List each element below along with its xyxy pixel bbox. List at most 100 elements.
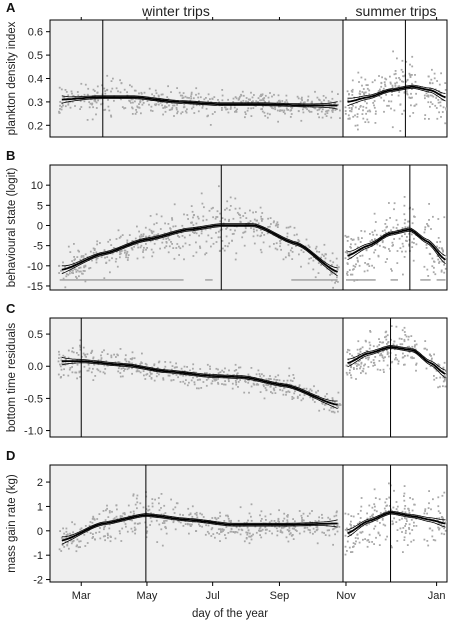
data-point	[216, 210, 219, 213]
data-point	[333, 515, 336, 518]
y-tick-label: 10	[31, 180, 43, 192]
data-point	[379, 244, 381, 247]
data-point	[104, 92, 107, 95]
data-point	[415, 92, 417, 95]
data-point	[364, 339, 367, 342]
data-point	[321, 108, 324, 111]
data-point	[359, 241, 362, 243]
data-point	[135, 370, 138, 373]
data-point	[131, 240, 134, 242]
data-point	[162, 513, 165, 516]
data-point	[184, 110, 187, 113]
data-point	[150, 377, 153, 379]
data-point	[126, 368, 129, 371]
data-point	[368, 258, 371, 260]
data-point	[443, 491, 446, 494]
data-point	[391, 245, 394, 247]
data-point	[350, 273, 352, 276]
data-point	[415, 362, 418, 365]
data-point	[373, 362, 375, 364]
data-point	[115, 87, 118, 90]
data-point	[257, 383, 260, 386]
data-point	[360, 497, 363, 499]
data-point	[206, 363, 209, 366]
data-point	[415, 363, 417, 366]
data-point	[119, 79, 121, 82]
data-point	[306, 515, 309, 517]
data-point	[235, 369, 238, 371]
data-point	[167, 237, 169, 239]
data-point	[214, 111, 216, 113]
data-point	[293, 234, 296, 237]
data-point	[164, 222, 166, 225]
data-point	[250, 538, 253, 541]
data-point	[429, 354, 431, 356]
data-point	[350, 524, 352, 526]
data-point	[380, 352, 382, 355]
data-point	[230, 528, 233, 530]
data-point	[155, 222, 158, 224]
data-point	[142, 256, 145, 259]
data-point	[84, 253, 87, 256]
data-point	[297, 97, 300, 100]
data-point	[302, 397, 304, 400]
data-point	[171, 218, 174, 221]
data-point	[189, 513, 192, 516]
data-point	[120, 82, 123, 85]
y-tick-label: -10	[27, 261, 43, 273]
data-point	[346, 274, 349, 276]
data-point	[333, 524, 335, 527]
data-point	[207, 93, 210, 96]
data-point	[359, 531, 362, 534]
data-point	[149, 524, 151, 526]
data-point	[381, 76, 383, 79]
data-point	[388, 248, 390, 250]
data-point	[215, 377, 217, 380]
data-point	[93, 99, 96, 102]
data-point	[382, 523, 385, 526]
data-point	[401, 71, 404, 73]
data-point	[232, 101, 235, 103]
data-point	[192, 371, 195, 374]
data-point	[148, 375, 151, 377]
data-point	[409, 74, 412, 77]
data-point	[373, 104, 375, 107]
data-point	[303, 530, 306, 533]
data-point	[214, 517, 217, 520]
data-point	[76, 352, 78, 354]
data-point	[219, 540, 221, 542]
data-point	[89, 102, 92, 105]
data-point	[424, 510, 426, 512]
data-point	[438, 370, 440, 372]
data-point	[123, 520, 126, 523]
data-point	[398, 77, 400, 79]
data-point	[278, 509, 280, 512]
data-point	[359, 350, 362, 353]
y-tick-label: 0.0	[28, 361, 43, 373]
data-point	[131, 530, 134, 533]
data-point	[306, 108, 308, 111]
data-point	[379, 354, 381, 357]
data-point	[193, 214, 195, 216]
data-point	[192, 231, 194, 233]
data-point	[250, 385, 253, 388]
data-point	[124, 358, 127, 360]
data-point	[101, 351, 104, 353]
data-point	[146, 373, 149, 375]
data-point	[71, 92, 73, 95]
data-point	[230, 106, 232, 109]
data-point	[283, 526, 286, 528]
data-point	[291, 247, 293, 249]
data-point	[202, 219, 205, 222]
data-point	[405, 60, 408, 63]
data-point	[135, 366, 138, 369]
data-point	[84, 83, 87, 86]
data-point	[404, 517, 406, 519]
data-point	[76, 91, 79, 93]
data-point	[95, 113, 97, 116]
data-point	[409, 63, 411, 66]
x-axis: Mar May Jul Sep Nov Jan	[72, 582, 445, 602]
data-point	[362, 109, 364, 112]
data-point	[139, 363, 142, 365]
data-point	[78, 267, 80, 269]
